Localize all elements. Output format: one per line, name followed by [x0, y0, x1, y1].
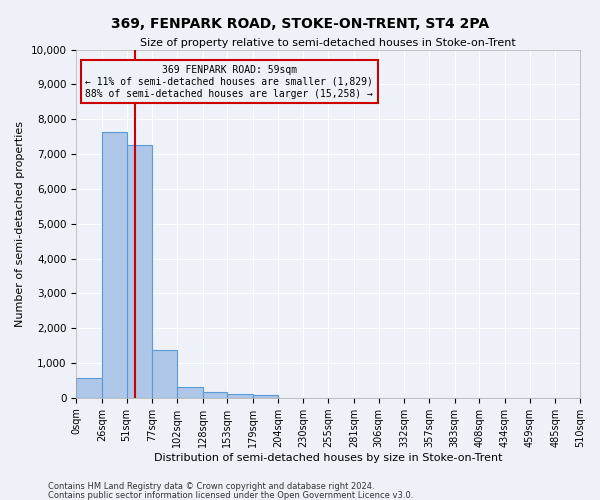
Text: Contains public sector information licensed under the Open Government Licence v3: Contains public sector information licen…	[48, 490, 413, 500]
Bar	[177, 387, 203, 398]
Bar	[152, 350, 177, 398]
Bar	[253, 395, 278, 398]
Bar	[127, 144, 152, 398]
Bar	[227, 394, 253, 398]
Bar	[102, 132, 127, 398]
Text: 369 FENPARK ROAD: 59sqm
← 11% of semi-detached houses are smaller (1,829)
88% of: 369 FENPARK ROAD: 59sqm ← 11% of semi-de…	[85, 66, 373, 98]
Text: Contains HM Land Registry data © Crown copyright and database right 2024.: Contains HM Land Registry data © Crown c…	[48, 482, 374, 491]
X-axis label: Distribution of semi-detached houses by size in Stoke-on-Trent: Distribution of semi-detached houses by …	[154, 452, 502, 462]
Bar	[203, 392, 227, 398]
Y-axis label: Number of semi-detached properties: Number of semi-detached properties	[15, 120, 25, 326]
Bar	[76, 378, 102, 398]
Title: Size of property relative to semi-detached houses in Stoke-on-Trent: Size of property relative to semi-detach…	[140, 38, 516, 48]
Text: 369, FENPARK ROAD, STOKE-ON-TRENT, ST4 2PA: 369, FENPARK ROAD, STOKE-ON-TRENT, ST4 2…	[111, 18, 489, 32]
